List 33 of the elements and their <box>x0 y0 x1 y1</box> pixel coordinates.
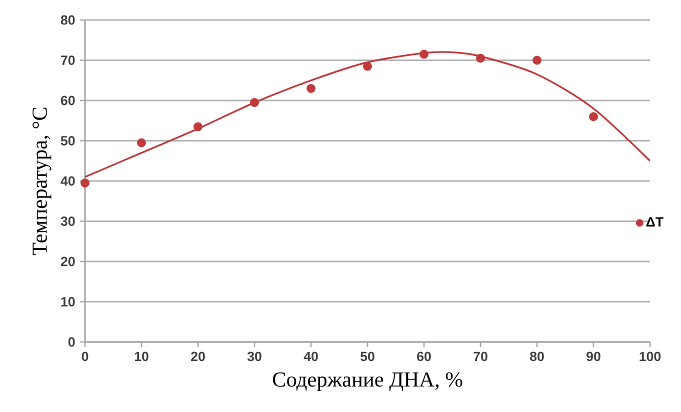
x-tick-label: 50 <box>360 352 374 362</box>
y-tick-label: 30 <box>60 216 75 226</box>
point <box>476 54 485 63</box>
x-tick-label: 60 <box>417 352 431 362</box>
x-tick-label: 40 <box>304 352 318 362</box>
point <box>532 56 542 65</box>
point <box>420 50 428 59</box>
x-tick-label: 20 <box>191 352 205 362</box>
x-tick-label: 80 <box>530 352 544 362</box>
x-axis-title: Содержание ДНА, % <box>272 372 462 392</box>
x-tick-label: 30 <box>247 352 262 362</box>
point <box>589 112 598 122</box>
x-tick-label: 100 <box>640 352 661 362</box>
point <box>363 62 372 71</box>
y-tick-label: 80 <box>60 15 75 25</box>
y-tick-label: 60 <box>60 96 75 106</box>
point <box>137 138 146 148</box>
point <box>306 84 316 93</box>
y-tick-label: 10 <box>61 297 75 306</box>
x-tick-label: 0 <box>82 352 88 362</box>
point <box>194 122 202 132</box>
point <box>250 98 259 107</box>
y-axis-title: Температура, °C <box>32 108 52 256</box>
x-tick-label: 90 <box>586 352 600 362</box>
y-tick-label: 50 <box>60 136 75 146</box>
point <box>80 178 90 188</box>
legend-label: ΔT <box>646 217 664 226</box>
x-tick-label: 10 <box>134 352 148 362</box>
y-tick-label: 70 <box>61 56 75 65</box>
y-tick-label: 20 <box>60 256 75 266</box>
y-tick-label: 40 <box>60 176 75 186</box>
x-tick-label: 70 <box>474 352 488 362</box>
y-tick-label: 0 <box>68 337 75 347</box>
